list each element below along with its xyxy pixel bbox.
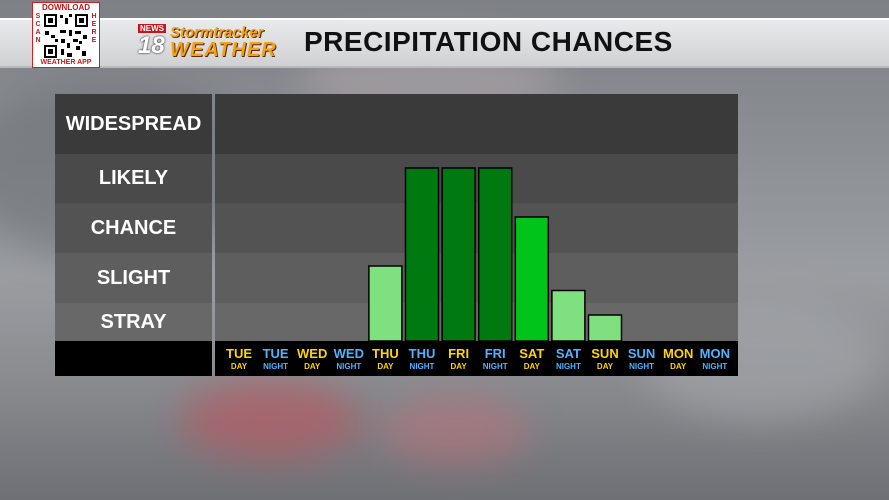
level-label-stray: STRAY [100,311,167,333]
band-slight [215,253,738,303]
bar-sat-day [514,216,550,342]
tick-label-part: DAY [524,362,541,371]
tick-label-part: DAY [597,362,614,371]
bar-fri-night [477,167,513,342]
tick-label-part: DAY [670,362,687,371]
axis-label-band [215,341,738,376]
tick-label-part: DAY [304,362,321,371]
logo-channel-number: 18 [138,32,165,59]
level-label-panel: WIDESPREAD LIKELY CHANCE SLIGHT STRAY [55,94,212,376]
tick-label-part: NIGHT [556,362,581,371]
tick-label-day: SUN [628,346,655,361]
level-label-widespread: WIDESPREAD [65,113,202,135]
tick-label-day: TUE [263,346,289,361]
tick-label-part: DAY [231,362,248,371]
band-chance [215,203,738,253]
tick-label-day: SAT [556,346,581,361]
background-blur [380,395,530,465]
tick-label-day: FRI [485,346,506,361]
qr-code-badge[interactable]: DOWNLOAD SCAN HERE WEATHER APP [32,2,100,68]
logo-news-text: NEWS [138,24,166,33]
station-logo: NEWS 18 Stormtracker WEATHER [134,22,300,62]
level-label-likely: LIKELY [98,167,169,189]
tick-label-day: SAT [519,346,544,361]
qr-right-text: HERE [91,13,97,44]
bar-fri-day [441,167,476,342]
tick-label-day: THU [372,346,399,361]
tick-label-day: WED [297,346,327,361]
logo-brand-top: Stormtracker [170,24,264,41]
logo-brand-bottom: WEATHER [170,39,277,61]
qr-code-icon [43,13,89,59]
bar-sun-day [587,314,623,342]
bar-thu-night [404,167,440,342]
level-label-slight: SLIGHT [96,267,171,289]
tick-label-day: FRI [448,346,469,361]
tick-label-part: NIGHT [410,362,435,371]
tick-label-part: DAY [451,362,468,371]
tick-label-day: MON [663,346,693,361]
tick-label-part: NIGHT [702,362,727,371]
tick-label-day: THU [409,346,436,361]
qr-bottom-text: WEATHER APP [40,59,92,66]
chart-panel: TUE DAY TUE NIGHT WED DAY WED NIGHT THU DAY THU NIG… [215,94,738,376]
bar-thu-day [368,265,403,342]
tick-label-part: NIGHT [263,362,288,371]
tick-label-part: NIGHT [483,362,508,371]
precipitation-bar-chart: TUEDAYTUENIGHTWEDDAYWEDNIGHTTHUDAYTHUNIG… [215,94,738,376]
band-widespread [215,94,738,154]
qr-left-text: SCAN [35,13,41,44]
tick-label-day: TUE [226,346,252,361]
background-blur [180,380,360,460]
tick-label-part: DAY [377,362,394,371]
level-label-backgrounds [55,94,212,376]
band-stray [215,303,738,341]
tick-label-day: WED [334,346,364,361]
level-label-chance: CHANCE [90,217,177,239]
band-likely [215,154,738,203]
tick-label-part: NIGHT [629,362,654,371]
tick-label-part: NIGHT [336,362,361,371]
qr-top-text: DOWNLOAD [42,3,90,12]
tick-label-day: MON [700,346,730,361]
tick-label-day: SUN [591,346,618,361]
page-title: PRECIPITATION CHANCES [304,26,673,57]
bar-sat-night [551,289,586,342]
